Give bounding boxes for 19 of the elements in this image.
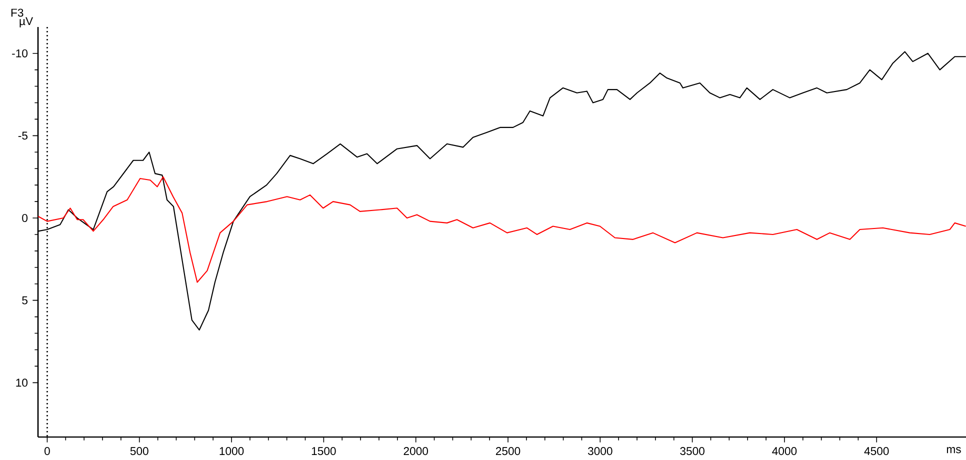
x-tick-label: 4000 bbox=[772, 447, 797, 456]
y-tick-label: -10 bbox=[12, 49, 28, 58]
x-tick-label: 2000 bbox=[404, 447, 428, 456]
x-axis-title: ms bbox=[946, 447, 961, 454]
x-tick-label: 3000 bbox=[588, 447, 612, 456]
y-tick-label: 0 bbox=[22, 214, 28, 222]
x-tick-label: 2500 bbox=[496, 447, 520, 456]
y-tick-label: 10 bbox=[16, 378, 28, 387]
x-tick-label: 3500 bbox=[680, 447, 704, 456]
y-tick-label: -5 bbox=[18, 132, 28, 140]
x-tick-label: 1500 bbox=[312, 447, 336, 456]
y-axis-title: µV bbox=[20, 17, 34, 28]
line-series bbox=[38, 176, 966, 283]
y-tick-label: 5 bbox=[22, 296, 28, 304]
chart-title: F3 bbox=[11, 8, 24, 17]
x-tick-label: 0 bbox=[44, 447, 50, 456]
x-tick-label: 1000 bbox=[220, 447, 244, 456]
x-tick-label: 500 bbox=[130, 447, 148, 456]
x-tick-label: 4500 bbox=[864, 447, 889, 456]
